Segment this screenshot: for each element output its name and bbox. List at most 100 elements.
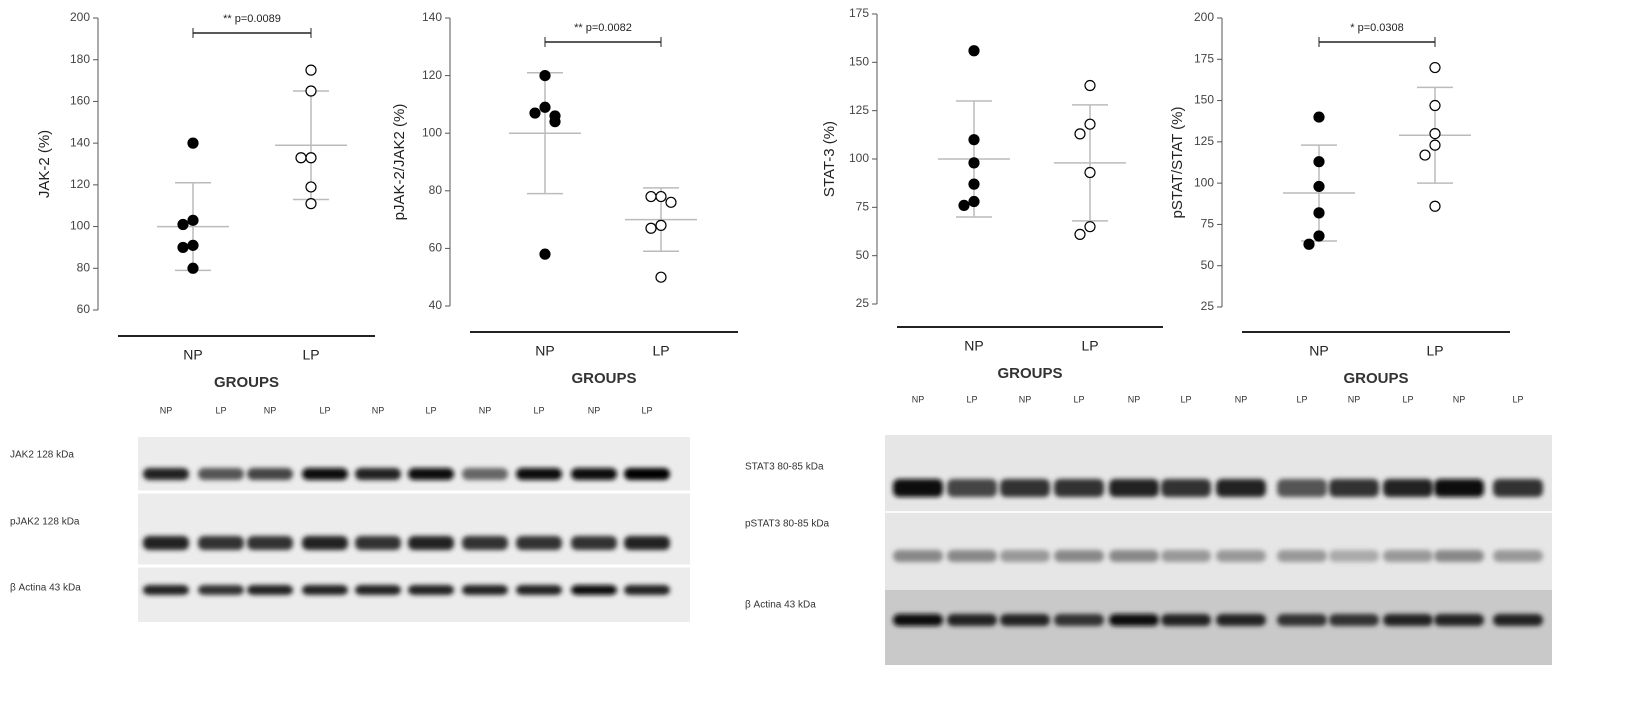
blot-band bbox=[408, 468, 454, 480]
y-tick-label: 25 bbox=[856, 296, 870, 310]
data-point bbox=[305, 152, 317, 164]
blot-band bbox=[462, 585, 508, 595]
annotation: ** p=0.0089 bbox=[223, 13, 281, 25]
blot-band bbox=[408, 585, 454, 595]
blot-band bbox=[1054, 550, 1104, 562]
blot-band bbox=[624, 585, 670, 595]
blot-band bbox=[893, 550, 943, 562]
blot-band bbox=[1109, 614, 1159, 626]
data-point bbox=[1313, 111, 1325, 123]
data-point bbox=[1429, 99, 1441, 112]
y-tick-label: 100 bbox=[1194, 175, 1214, 189]
blot-band bbox=[302, 468, 348, 480]
data-point bbox=[1303, 238, 1315, 250]
blot-band bbox=[143, 536, 189, 550]
y-tick-label: 175 bbox=[849, 6, 869, 20]
blot-band bbox=[1434, 479, 1484, 497]
data-point bbox=[1313, 180, 1325, 193]
data-point bbox=[295, 152, 307, 164]
lane-label: NP bbox=[160, 405, 173, 415]
blot-band bbox=[1161, 614, 1211, 626]
lane-label: NP bbox=[1128, 394, 1141, 404]
blot-band bbox=[571, 585, 617, 595]
blot-band bbox=[247, 585, 293, 595]
y-tick-label: 140 bbox=[70, 135, 90, 149]
blot-band bbox=[1493, 614, 1543, 626]
x-tick-label: NP bbox=[964, 338, 983, 354]
blot-band bbox=[247, 536, 293, 550]
data-point bbox=[177, 241, 189, 254]
data-point bbox=[645, 190, 657, 203]
annotation: ** p=0.0082 bbox=[574, 22, 632, 34]
lane-label: LP bbox=[533, 405, 544, 415]
blot-band bbox=[1329, 550, 1379, 562]
blot-band bbox=[355, 468, 401, 480]
blot-band bbox=[1434, 614, 1484, 626]
data-point bbox=[539, 101, 551, 113]
blot-band bbox=[516, 468, 562, 480]
blot-band bbox=[198, 536, 244, 550]
y-axis-label: JAK-2 (%) bbox=[36, 130, 53, 198]
data-point bbox=[305, 198, 317, 210]
row-label: β Actina 43 kDa bbox=[10, 583, 81, 594]
blot-band bbox=[355, 585, 401, 595]
data-point bbox=[655, 190, 667, 203]
blot-band bbox=[571, 536, 617, 550]
blot-band bbox=[1493, 550, 1543, 562]
blot-band bbox=[1216, 479, 1266, 497]
data-point bbox=[177, 218, 189, 231]
data-point bbox=[968, 45, 980, 57]
blot-band bbox=[355, 536, 401, 550]
lane-label: LP bbox=[1512, 394, 1523, 404]
row-label: β Actina 43 kDa bbox=[745, 600, 816, 611]
lane-label: NP bbox=[1348, 394, 1361, 404]
blot-band bbox=[516, 536, 562, 550]
data-point bbox=[1313, 207, 1325, 219]
data-point bbox=[529, 107, 541, 119]
blot-band bbox=[462, 468, 508, 480]
blot-band bbox=[143, 468, 189, 480]
data-point bbox=[968, 178, 980, 190]
y-tick-label: 140 bbox=[422, 10, 442, 24]
data-point bbox=[187, 262, 199, 274]
lane-label: NP bbox=[1019, 394, 1032, 404]
data-point bbox=[968, 157, 980, 169]
blot-band bbox=[571, 468, 617, 480]
blot-band bbox=[893, 614, 943, 626]
y-tick-label: 125 bbox=[849, 103, 869, 117]
blot-band bbox=[1493, 479, 1543, 497]
data-point bbox=[1084, 118, 1096, 130]
lane-label: NP bbox=[1235, 394, 1248, 404]
y-tick-label: 160 bbox=[70, 94, 90, 108]
data-point bbox=[1074, 128, 1086, 140]
data-point bbox=[1084, 79, 1096, 92]
data-point bbox=[968, 195, 980, 208]
blot-band bbox=[624, 536, 670, 550]
y-tick-label: 125 bbox=[1194, 134, 1214, 148]
y-tick-label: 60 bbox=[429, 241, 443, 255]
y-tick-label: 100 bbox=[849, 151, 869, 165]
row-label: pSTAT3 80-85 kDa bbox=[745, 519, 830, 530]
data-point bbox=[1313, 230, 1325, 242]
blot-band bbox=[198, 585, 244, 595]
lane-label: LP bbox=[1073, 394, 1084, 404]
blot-band bbox=[1161, 550, 1211, 562]
data-point bbox=[539, 248, 551, 260]
x-tick-label: NP bbox=[183, 347, 202, 363]
y-tick-label: 200 bbox=[1194, 10, 1214, 24]
data-point bbox=[305, 181, 317, 193]
data-point bbox=[968, 134, 980, 146]
y-tick-label: 200 bbox=[70, 10, 90, 24]
lane-label: LP bbox=[641, 405, 652, 415]
y-tick-label: 150 bbox=[1194, 93, 1214, 107]
x-axis-label: GROUPS bbox=[997, 365, 1062, 382]
blot-band bbox=[302, 585, 348, 595]
data-point bbox=[539, 69, 551, 82]
blot-band bbox=[1216, 550, 1266, 562]
data-point bbox=[1074, 228, 1086, 240]
blot-band bbox=[1383, 614, 1433, 626]
blot-band bbox=[1277, 479, 1327, 497]
y-tick-label: 175 bbox=[1194, 51, 1214, 65]
y-tick-label: 40 bbox=[429, 298, 443, 312]
